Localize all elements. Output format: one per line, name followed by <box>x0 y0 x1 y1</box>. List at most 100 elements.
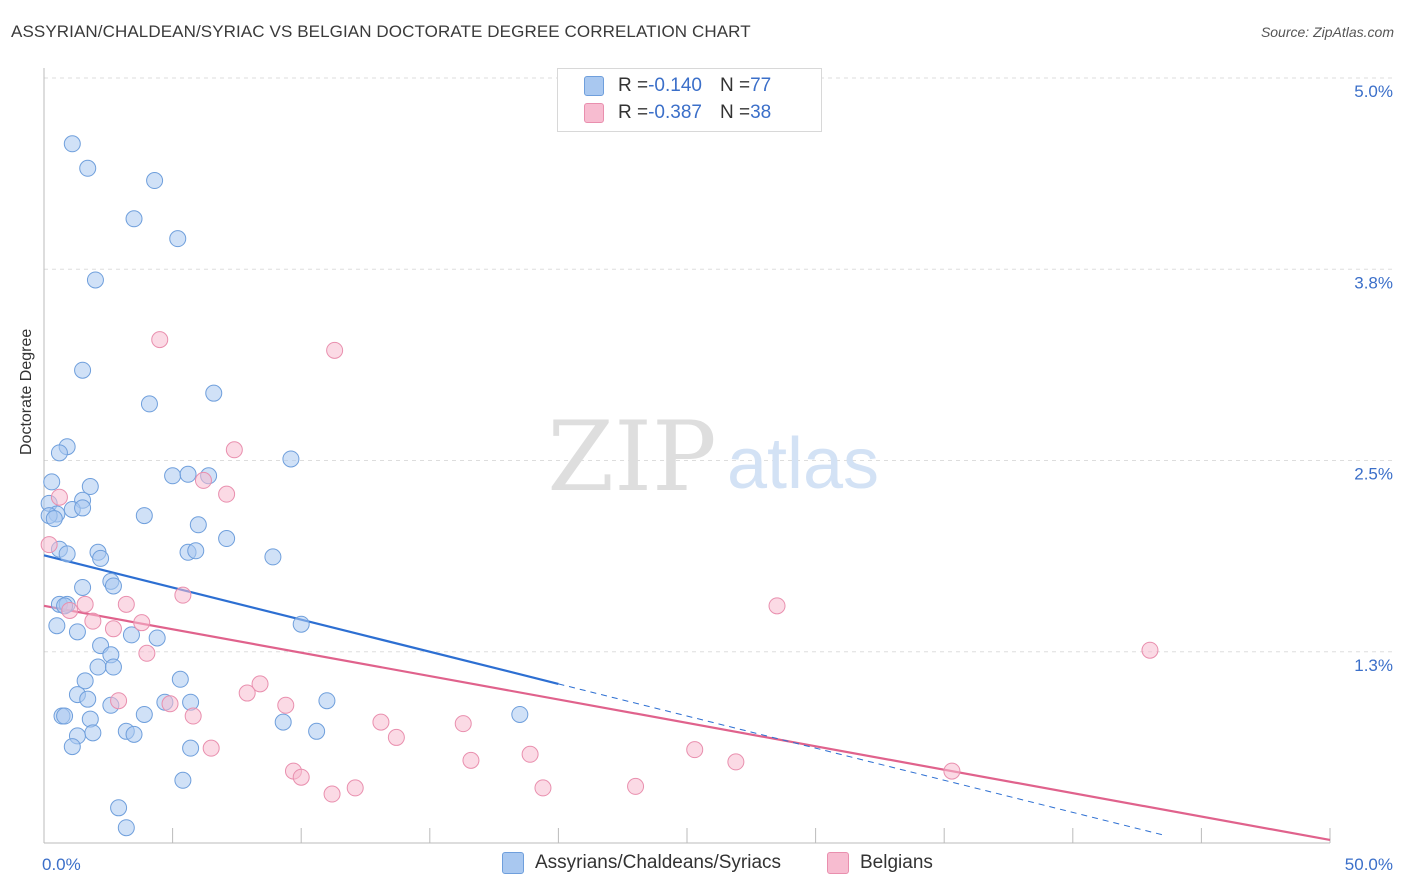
belgian-point <box>943 762 961 780</box>
y-tick-label: 5.0% <box>1354 82 1393 101</box>
assyrian-point <box>43 473 61 491</box>
belgian-point <box>387 728 405 746</box>
legend-n-label: N = <box>719 75 751 96</box>
assyrian-point <box>125 210 143 228</box>
assyrian-point <box>182 739 200 757</box>
belgian-point <box>727 753 745 771</box>
bottom-legend-label: Assyrians/Chaldeans/Syriacs <box>535 852 782 873</box>
assyrian-point <box>63 135 81 153</box>
legend-r-label: R = <box>618 102 649 123</box>
belgian-point <box>218 485 236 503</box>
y-tick-label: 3.8% <box>1354 273 1393 292</box>
grid-lines <box>44 77 1393 653</box>
assyrian-point <box>79 159 97 177</box>
assyrian-point <box>76 672 94 690</box>
bottom-legend-belgians[interactable]: Belgians <box>827 852 933 874</box>
legend-n-label: N = <box>719 102 751 123</box>
belgian-point <box>133 614 151 632</box>
assyrian-point <box>182 693 200 711</box>
assyrian-point <box>171 670 189 688</box>
source-credit: Source: ZipAtlas.com <box>1260 24 1394 40</box>
y-tick-label: 2.5% <box>1354 465 1393 484</box>
belgian-point <box>138 644 156 662</box>
legend-row-assyrians: R = -0.140 N = 77 <box>584 73 771 99</box>
belgian-point <box>194 471 212 489</box>
bottom-legend-swatch-pink <box>827 852 849 874</box>
assyrian-point <box>135 507 153 525</box>
belgian-point <box>110 692 128 710</box>
belgian-point <box>372 713 390 731</box>
assyrian-point <box>110 799 128 817</box>
legend-r-value: -0.387 <box>648 102 702 123</box>
assyrian-point <box>264 548 282 566</box>
chart-title: ASSYRIAN/CHALDEAN/SYRIAC VS BELGIAN DOCT… <box>11 22 751 41</box>
belgian-point <box>84 612 102 630</box>
belgian-point <box>61 601 79 619</box>
assyrian-point <box>45 510 63 528</box>
assyrian-point <box>56 707 74 725</box>
watermark-atlas: atlas <box>727 424 879 504</box>
assyrian-point <box>122 626 140 644</box>
assyrian-point <box>140 395 158 413</box>
belgian-point <box>76 595 94 613</box>
legend-swatch-pink <box>584 103 604 123</box>
belgian-point <box>117 595 135 613</box>
belgian-point <box>225 441 243 459</box>
legend-n-value: 38 <box>750 102 772 123</box>
belgian-point <box>768 597 786 615</box>
bottom-legend-assyrians[interactable]: Assyrians/Chaldeans/Syriacs <box>502 852 781 874</box>
assyrian-point <box>74 499 92 517</box>
assyrian-point <box>189 516 207 534</box>
assyrian-point <box>164 467 182 485</box>
assyrian-point <box>135 705 153 723</box>
bottom-legend-swatch-blue <box>502 852 524 874</box>
belgian-point <box>323 785 341 803</box>
belgian-point <box>174 586 192 604</box>
belgian-point <box>292 768 310 786</box>
assyrian-point <box>318 692 336 710</box>
belgian-trend-line <box>43 604 1331 842</box>
legend-r-label: R = <box>618 75 649 96</box>
assyrian-point <box>68 623 86 641</box>
assyrian-point <box>104 577 122 595</box>
belgian-point <box>202 739 220 757</box>
assyrian-point <box>79 690 97 708</box>
stats-legend: R = -0.140 N = 77 R = -0.387 N = 38 <box>557 68 822 132</box>
assyrian-point <box>174 771 192 789</box>
assyrian-point <box>308 722 326 740</box>
assyrian-point <box>92 549 110 567</box>
belgian-point <box>534 779 552 797</box>
assyrian-point <box>89 658 107 676</box>
assyrian-point <box>86 271 104 289</box>
tick-labels: 1.3% 2.5% 3.8% 5.0% 0.0% 50.0% <box>42 82 1393 874</box>
assyrian-point <box>84 724 102 742</box>
axes <box>43 68 1331 844</box>
belgian-point <box>277 696 295 714</box>
belgian-point <box>521 745 539 763</box>
assyrian-point <box>205 384 223 402</box>
belgian-point <box>686 741 704 759</box>
assyrian-point <box>50 444 68 462</box>
assyrian-trend-extension <box>558 683 1163 836</box>
belgian-point <box>326 341 344 359</box>
belgian-point <box>1141 641 1159 659</box>
legend-r-value: -0.140 <box>648 75 702 96</box>
belgian-point <box>251 675 269 693</box>
assyrian-point <box>148 629 166 647</box>
assyrian-point <box>187 542 205 560</box>
belgian-point <box>104 620 122 638</box>
assyrian-point <box>511 705 529 723</box>
belgian-point <box>454 715 472 733</box>
x-tick-label: 0.0% <box>42 855 81 874</box>
assyrian-point <box>58 545 76 563</box>
y-tick-label: 1.3% <box>1354 656 1393 675</box>
assyrian-point <box>274 713 292 731</box>
assyrian-point <box>81 710 99 728</box>
y-axis-label: Doctorate Degree <box>18 328 35 455</box>
assyrian-point <box>282 450 300 468</box>
assyrian-point <box>146 172 164 190</box>
belgian-point <box>346 779 364 797</box>
bottom-legend-label: Belgians <box>860 852 933 873</box>
legend-n-value: 77 <box>750 75 772 96</box>
